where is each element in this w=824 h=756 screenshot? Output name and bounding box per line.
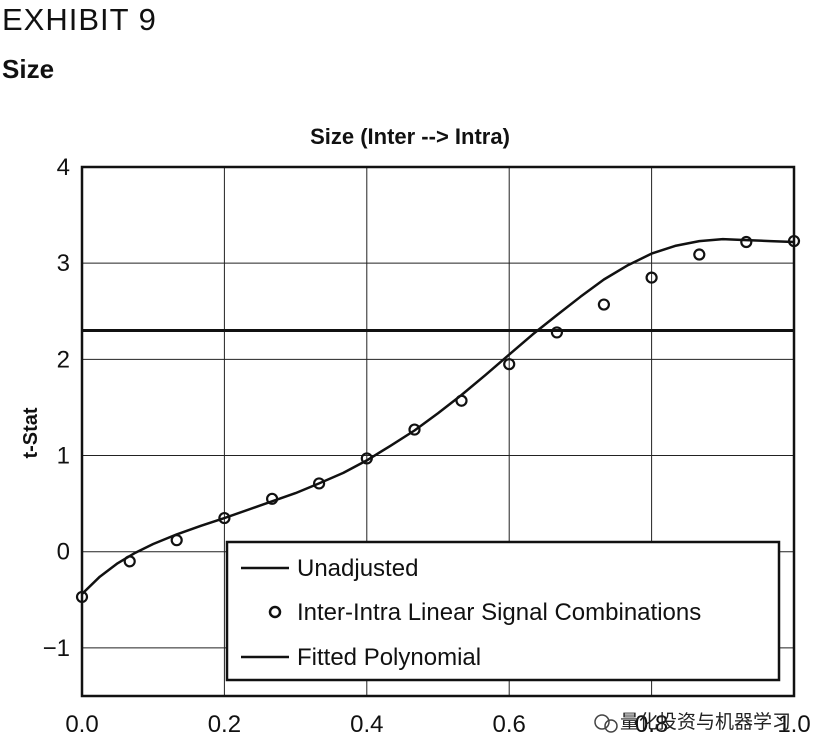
wechat-icon-bubble: [604, 719, 618, 733]
signal-combination-point: [503, 358, 516, 371]
chart-title: Size (Inter --> Intra): [310, 124, 510, 149]
legend-label-polynomial: Fitted Polynomial: [297, 644, 481, 671]
legend: Unadjusted Inter-Intra Linear Signal Com…: [225, 540, 781, 682]
y-tick-label: 4: [57, 154, 70, 181]
x-tick-label: 1.0: [777, 711, 810, 738]
legend-box: [225, 540, 781, 682]
signal-combination-point: [693, 248, 706, 261]
legend-label-markers: Inter-Intra Linear Signal Combinations: [297, 599, 701, 626]
legend-swatch-markers: [268, 605, 282, 619]
x-tick-label: 0.2: [208, 711, 241, 738]
fitted-polynomial-line: [81, 237, 795, 595]
signal-combination-point: [312, 477, 326, 490]
x-tick-label: 0.6: [493, 711, 526, 738]
signal-combination-point: [550, 326, 564, 339]
watermark-text: 量化投资与机器学习: [620, 711, 791, 733]
y-tick-label: −1: [43, 635, 70, 662]
wechat-icon: [594, 714, 610, 730]
plot-frame: [80, 165, 796, 698]
x-tick-label: 0.8: [635, 711, 668, 738]
signal-combination-point: [740, 235, 753, 249]
y-tick-label: 2: [57, 346, 70, 373]
signal-combination-point: [645, 271, 658, 284]
legend-label-unadjusted: Unadjusted: [297, 555, 418, 582]
y-tick-label: 3: [57, 250, 70, 277]
exhibit-label: EXHIBIT 9: [2, 2, 157, 37]
x-tick-label: 0.4: [350, 711, 383, 738]
exhibit-subtitle: Size: [2, 54, 55, 84]
tick-labels: 0.0 0.2 0.4 0.6 0.8 1.0 4 3 2 1 0 −1: [43, 154, 811, 738]
watermark: 量化投资与机器学习: [594, 711, 791, 733]
signal-combination-point: [408, 423, 421, 436]
signal-combination-point: [218, 511, 231, 525]
y-tick-label: 0: [57, 539, 70, 566]
y-axis-label: t-Stat: [20, 407, 42, 458]
x-tick-label: 0.0: [65, 711, 98, 738]
signal-combination-point: [597, 298, 610, 311]
y-tick-label: 1: [57, 443, 70, 470]
